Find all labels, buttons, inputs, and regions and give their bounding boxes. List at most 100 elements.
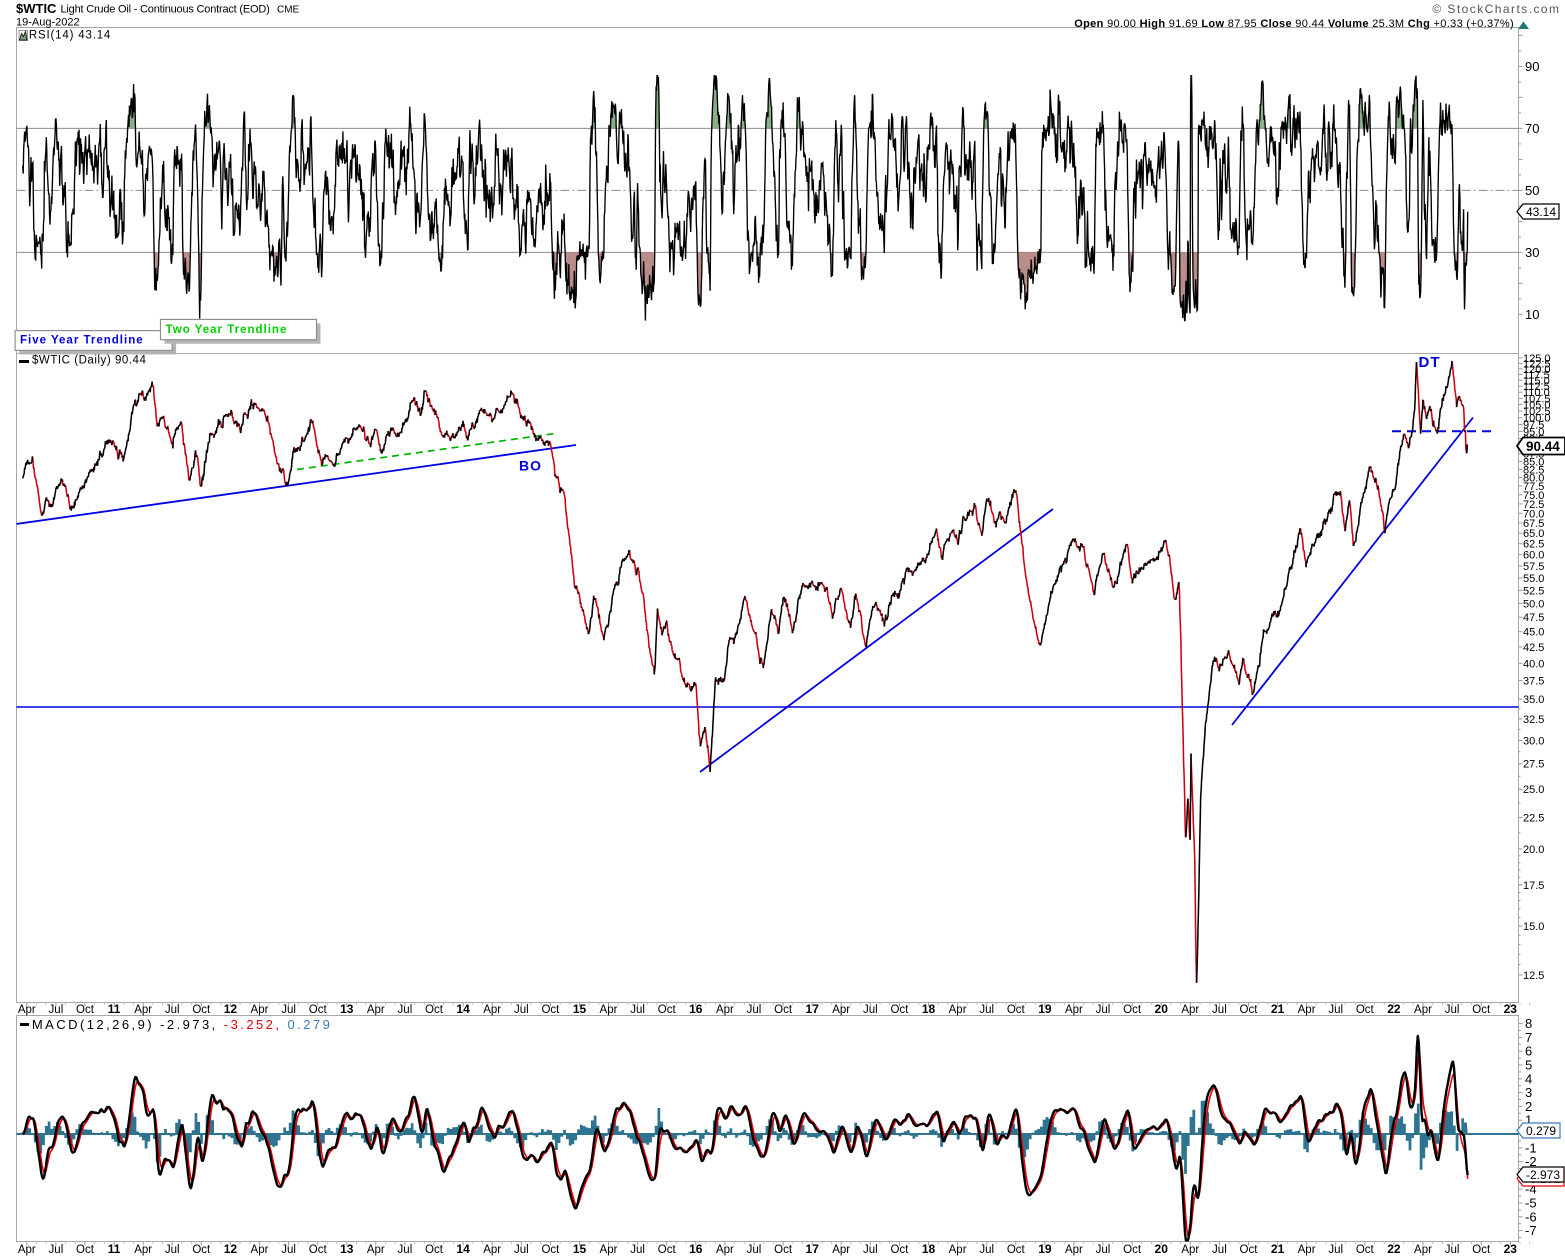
svg-text:25.0: 25.0 xyxy=(1523,784,1544,796)
svg-text:82.5: 82.5 xyxy=(1523,464,1544,476)
svg-text:90.44: 90.44 xyxy=(1526,439,1560,454)
svg-text:11: 11 xyxy=(108,1002,121,1016)
svg-text:Jul: Jul xyxy=(1096,1004,1111,1016)
svg-text:27.5: 27.5 xyxy=(1523,759,1544,771)
svg-text:40.0: 40.0 xyxy=(1523,658,1544,670)
svg-text:Jul: Jul xyxy=(1445,1004,1460,1016)
svg-text:12.5: 12.5 xyxy=(1523,970,1544,982)
svg-text:Apr: Apr xyxy=(367,1004,385,1016)
svg-text:22.5: 22.5 xyxy=(1523,813,1544,825)
svg-text:11: 11 xyxy=(108,1242,121,1256)
svg-text:105.0: 105.0 xyxy=(1523,400,1551,412)
svg-text:Apr: Apr xyxy=(1298,1004,1316,1016)
svg-text:85.0: 85.0 xyxy=(1523,456,1544,468)
svg-text:Apr: Apr xyxy=(1181,1244,1199,1256)
svg-text:Jul: Jul xyxy=(630,1244,645,1256)
svg-text:110.0: 110.0 xyxy=(1523,387,1550,399)
svg-text:-2: -2 xyxy=(1525,1154,1537,1169)
svg-text:Oct: Oct xyxy=(1240,1004,1259,1016)
svg-text:45.0: 45.0 xyxy=(1523,627,1544,639)
svg-text:Apr: Apr xyxy=(18,1004,36,1016)
svg-text:32.5: 32.5 xyxy=(1523,714,1544,726)
svg-text:30: 30 xyxy=(1525,245,1539,260)
svg-text:Oct: Oct xyxy=(774,1244,793,1256)
svg-text:-7: -7 xyxy=(1525,1223,1537,1238)
svg-text:15.0: 15.0 xyxy=(1523,921,1544,933)
svg-text:Oct: Oct xyxy=(1007,1004,1026,1016)
svg-text:2: 2 xyxy=(1525,1099,1532,1114)
svg-text:55.0: 55.0 xyxy=(1523,573,1544,585)
svg-text:20.0: 20.0 xyxy=(1523,844,1544,856)
svg-text:-6: -6 xyxy=(1525,1209,1537,1224)
svg-text:14: 14 xyxy=(456,1242,470,1256)
svg-text:112.5: 112.5 xyxy=(1523,381,1550,393)
svg-text:107.5: 107.5 xyxy=(1523,393,1551,405)
svg-text:Apr: Apr xyxy=(134,1244,152,1256)
svg-text:97.5: 97.5 xyxy=(1523,420,1544,432)
svg-text:© StockCharts.com: © StockCharts.com xyxy=(1432,2,1560,16)
svg-text:20: 20 xyxy=(1155,1242,1169,1256)
svg-text:Jul: Jul xyxy=(1096,1244,1111,1256)
svg-text:-2.973: -2.973 xyxy=(1526,1168,1560,1182)
svg-text:DT: DT xyxy=(1419,354,1441,371)
svg-text:Apr: Apr xyxy=(600,1244,618,1256)
svg-text:-1: -1 xyxy=(1525,1140,1537,1155)
svg-text:Oct: Oct xyxy=(1007,1244,1026,1256)
svg-text:Oct: Oct xyxy=(425,1244,444,1256)
svg-text:21: 21 xyxy=(1271,1002,1285,1016)
svg-text:Oct: Oct xyxy=(1356,1004,1375,1016)
svg-text:Oct: Oct xyxy=(1356,1244,1375,1256)
svg-text:Jul: Jul xyxy=(49,1244,64,1256)
svg-text:Jul: Jul xyxy=(747,1244,762,1256)
svg-text:52.5: 52.5 xyxy=(1523,585,1544,597)
svg-text:Jul: Jul xyxy=(1212,1004,1227,1016)
svg-text:Jul: Jul xyxy=(514,1244,529,1256)
svg-text:19-Aug-2022: 19-Aug-2022 xyxy=(16,17,80,29)
svg-text:Oct: Oct xyxy=(309,1244,328,1256)
svg-text:Jul: Jul xyxy=(281,1004,296,1016)
svg-text:22: 22 xyxy=(1387,1002,1401,1016)
svg-text:Apr: Apr xyxy=(367,1244,385,1256)
svg-text:5: 5 xyxy=(1525,1058,1532,1073)
svg-text:21: 21 xyxy=(1271,1242,1285,1256)
svg-text:Apr: Apr xyxy=(949,1244,967,1256)
svg-text:20: 20 xyxy=(1155,1002,1169,1016)
svg-text:Oct: Oct xyxy=(192,1244,211,1256)
svg-text:10: 10 xyxy=(1525,307,1539,322)
svg-text:Apr: Apr xyxy=(716,1004,734,1016)
svg-text:115.0: 115.0 xyxy=(1523,375,1550,387)
svg-text:37.5: 37.5 xyxy=(1523,676,1544,688)
svg-text:117.5: 117.5 xyxy=(1523,370,1550,382)
svg-text:50.0: 50.0 xyxy=(1523,599,1544,611)
svg-text:12: 12 xyxy=(224,1002,238,1016)
svg-text:$WTIC: $WTIC xyxy=(16,1,57,16)
svg-text:67.5: 67.5 xyxy=(1523,518,1544,530)
svg-text:Apr: Apr xyxy=(251,1004,269,1016)
svg-text:Open 90.00 High 91.69 Low 87: Open 90.00 High 91.69 Low 87.95 Close 90… xyxy=(1074,18,1514,30)
svg-text:Oct: Oct xyxy=(1472,1244,1491,1256)
svg-text:Apr: Apr xyxy=(1065,1244,1083,1256)
svg-text:Oct: Oct xyxy=(1472,1004,1491,1016)
svg-text:125.0: 125.0 xyxy=(1523,353,1551,365)
svg-text:18: 18 xyxy=(922,1002,936,1016)
svg-text:RSI(14) 43.14: RSI(14) 43.14 xyxy=(29,30,111,42)
svg-text:16: 16 xyxy=(689,1002,703,1016)
svg-text:Oct: Oct xyxy=(309,1004,328,1016)
svg-text:Apr: Apr xyxy=(134,1004,152,1016)
svg-text:BO: BO xyxy=(519,457,542,473)
svg-text:Jul: Jul xyxy=(979,1004,994,1016)
svg-text:Apr: Apr xyxy=(832,1244,850,1256)
svg-text:Apr: Apr xyxy=(18,1244,36,1256)
svg-text:Apr: Apr xyxy=(1414,1244,1432,1256)
svg-text:90: 90 xyxy=(1525,59,1539,74)
svg-text:Jul: Jul xyxy=(979,1244,994,1256)
svg-text:57.5: 57.5 xyxy=(1523,561,1544,573)
svg-text:17.5: 17.5 xyxy=(1523,880,1544,892)
svg-text:Oct: Oct xyxy=(76,1244,95,1256)
svg-text:18: 18 xyxy=(922,1242,936,1256)
svg-text:Oct: Oct xyxy=(890,1004,909,1016)
svg-text:13: 13 xyxy=(340,1242,354,1256)
svg-text:Two Year Trendline: Two Year Trendline xyxy=(166,324,288,336)
svg-text:23: 23 xyxy=(1504,1002,1518,1016)
svg-text:Jul: Jul xyxy=(398,1004,413,1016)
